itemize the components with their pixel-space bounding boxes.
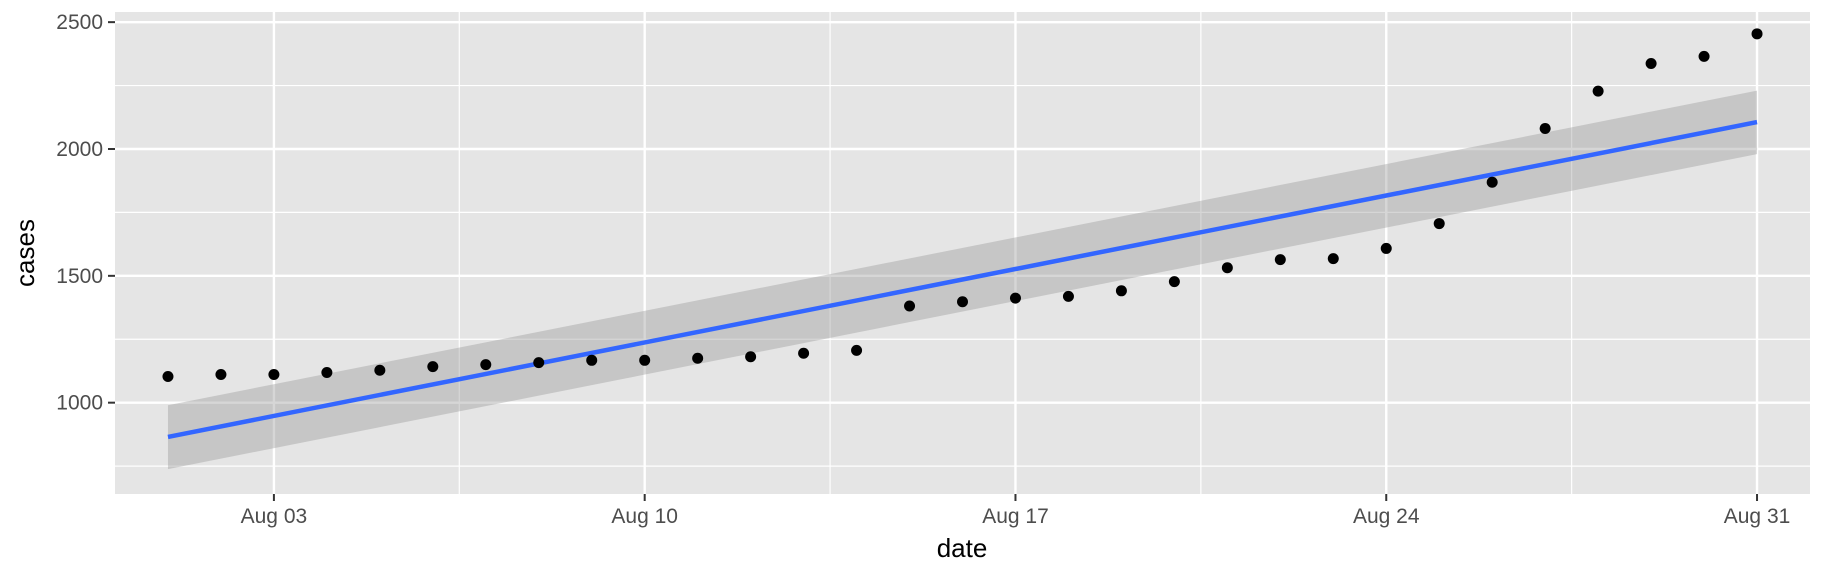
data-point	[480, 359, 492, 371]
fit-line-layer	[167, 119, 1758, 440]
data-point	[427, 361, 439, 373]
data-point	[1221, 262, 1233, 274]
data-point	[215, 369, 227, 381]
x-tick-label: Aug 31	[1724, 505, 1791, 528]
data-point	[1486, 176, 1498, 188]
data-point	[1380, 242, 1392, 254]
data-point	[1327, 253, 1339, 265]
axis-ticks: 1000 1500 2000 2500 Aug 03 Aug 10 Aug 17 Aug 24…	[56, 11, 1790, 528]
data-point	[957, 296, 968, 308]
data-point	[798, 347, 810, 359]
data-point	[268, 369, 280, 381]
x-tick-label: Aug 03	[241, 505, 308, 528]
data-point	[1009, 292, 1021, 304]
y-tick-label: 1500	[56, 265, 103, 288]
data-points	[162, 28, 1763, 383]
x-tick-label: Aug 10	[611, 505, 678, 528]
data-point	[1751, 28, 1763, 40]
y-tick-label: 2000	[56, 138, 103, 161]
data-point	[162, 371, 174, 383]
data-point	[533, 357, 545, 369]
data-point	[1433, 218, 1445, 230]
data-point	[1698, 50, 1710, 62]
x-tick-label: Aug 24	[1353, 505, 1420, 528]
data-point	[586, 354, 598, 366]
data-point	[639, 354, 651, 366]
y-tick-label: 2500	[56, 11, 103, 34]
x-axis-title: date	[937, 533, 988, 563]
data-point	[1115, 285, 1127, 297]
data-point	[1168, 276, 1180, 288]
data-point	[692, 352, 704, 364]
grid-lines	[115, 12, 1810, 494]
data-point	[1592, 85, 1604, 97]
y-tick-label: 1000	[56, 392, 103, 415]
x-tick-label: Aug 17	[982, 505, 1049, 528]
data-point	[374, 364, 386, 376]
plot-panel	[115, 12, 1810, 494]
data-point	[904, 300, 916, 312]
data-point	[1645, 57, 1657, 69]
data-point	[1274, 254, 1286, 266]
fit-line	[167, 119, 1758, 440]
data-point	[851, 344, 863, 356]
y-axis-title: cases	[10, 219, 40, 287]
data-point	[1062, 290, 1074, 302]
data-point	[321, 366, 333, 378]
data-point	[1539, 122, 1551, 134]
data-point	[745, 351, 757, 363]
